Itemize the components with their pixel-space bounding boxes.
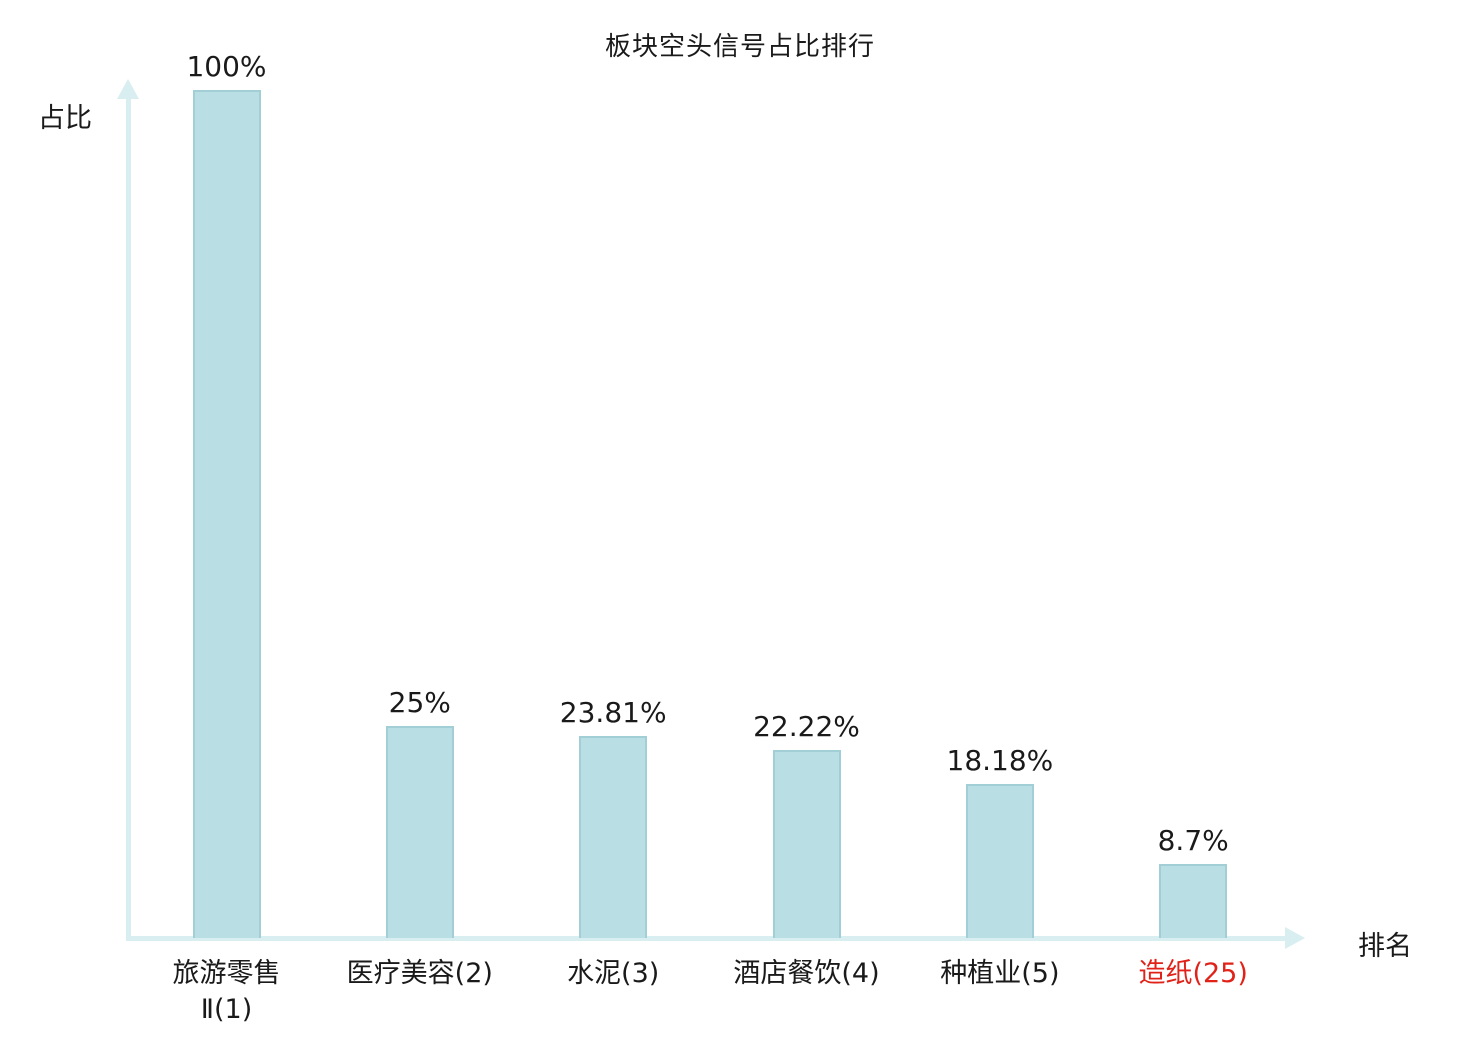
bar-category-label: 旅游零售 Ⅱ(1) bbox=[172, 958, 281, 1026]
bar bbox=[192, 90, 261, 938]
bar bbox=[965, 783, 1034, 938]
y-axis-line bbox=[126, 98, 131, 941]
bar-group: 22.22% 酒店餐饮(4) bbox=[697, 709, 917, 989]
bar-value-label: 100% bbox=[186, 50, 267, 83]
bar-value-label: 25% bbox=[388, 686, 451, 719]
bar-group: 18.18% 种植业(5) bbox=[890, 743, 1110, 989]
bar-category-label: 水泥(3) bbox=[567, 958, 660, 989]
x-axis-arrow-icon bbox=[1285, 927, 1305, 949]
y-axis-label: 占比 bbox=[38, 103, 92, 134]
bar-group: 100% 旅游零售 Ⅱ(1) bbox=[117, 50, 337, 1025]
bar-group: 23.81% 水泥(3) bbox=[503, 696, 723, 989]
bar-category-label: 医疗美容(2) bbox=[346, 958, 493, 989]
bar-category-label: 酒店餐饮(4) bbox=[733, 958, 880, 989]
bar-group: 8.7% 造纸(25) bbox=[1083, 824, 1303, 989]
bar bbox=[772, 749, 841, 938]
y-axis-arrow-icon bbox=[117, 79, 139, 99]
bar-value-label: 8.7% bbox=[1157, 824, 1229, 858]
bar-group: 25% 医疗美容(2) bbox=[310, 686, 530, 989]
bar-category-label: 造纸(25) bbox=[1138, 958, 1248, 989]
bar bbox=[579, 736, 648, 938]
chart-title: 板块空头信号占比排行 bbox=[604, 32, 875, 62]
bar bbox=[1159, 864, 1228, 938]
x-axis-line bbox=[126, 936, 1288, 941]
bar-category-label: 种植业(5) bbox=[940, 958, 1060, 989]
bar-value-label: 23.81% bbox=[559, 696, 667, 730]
x-axis-label: 排名 bbox=[1358, 931, 1412, 962]
bar-value-label: 18.18% bbox=[946, 743, 1054, 777]
bar-value-label: 22.22% bbox=[753, 709, 860, 743]
bar bbox=[385, 726, 454, 938]
